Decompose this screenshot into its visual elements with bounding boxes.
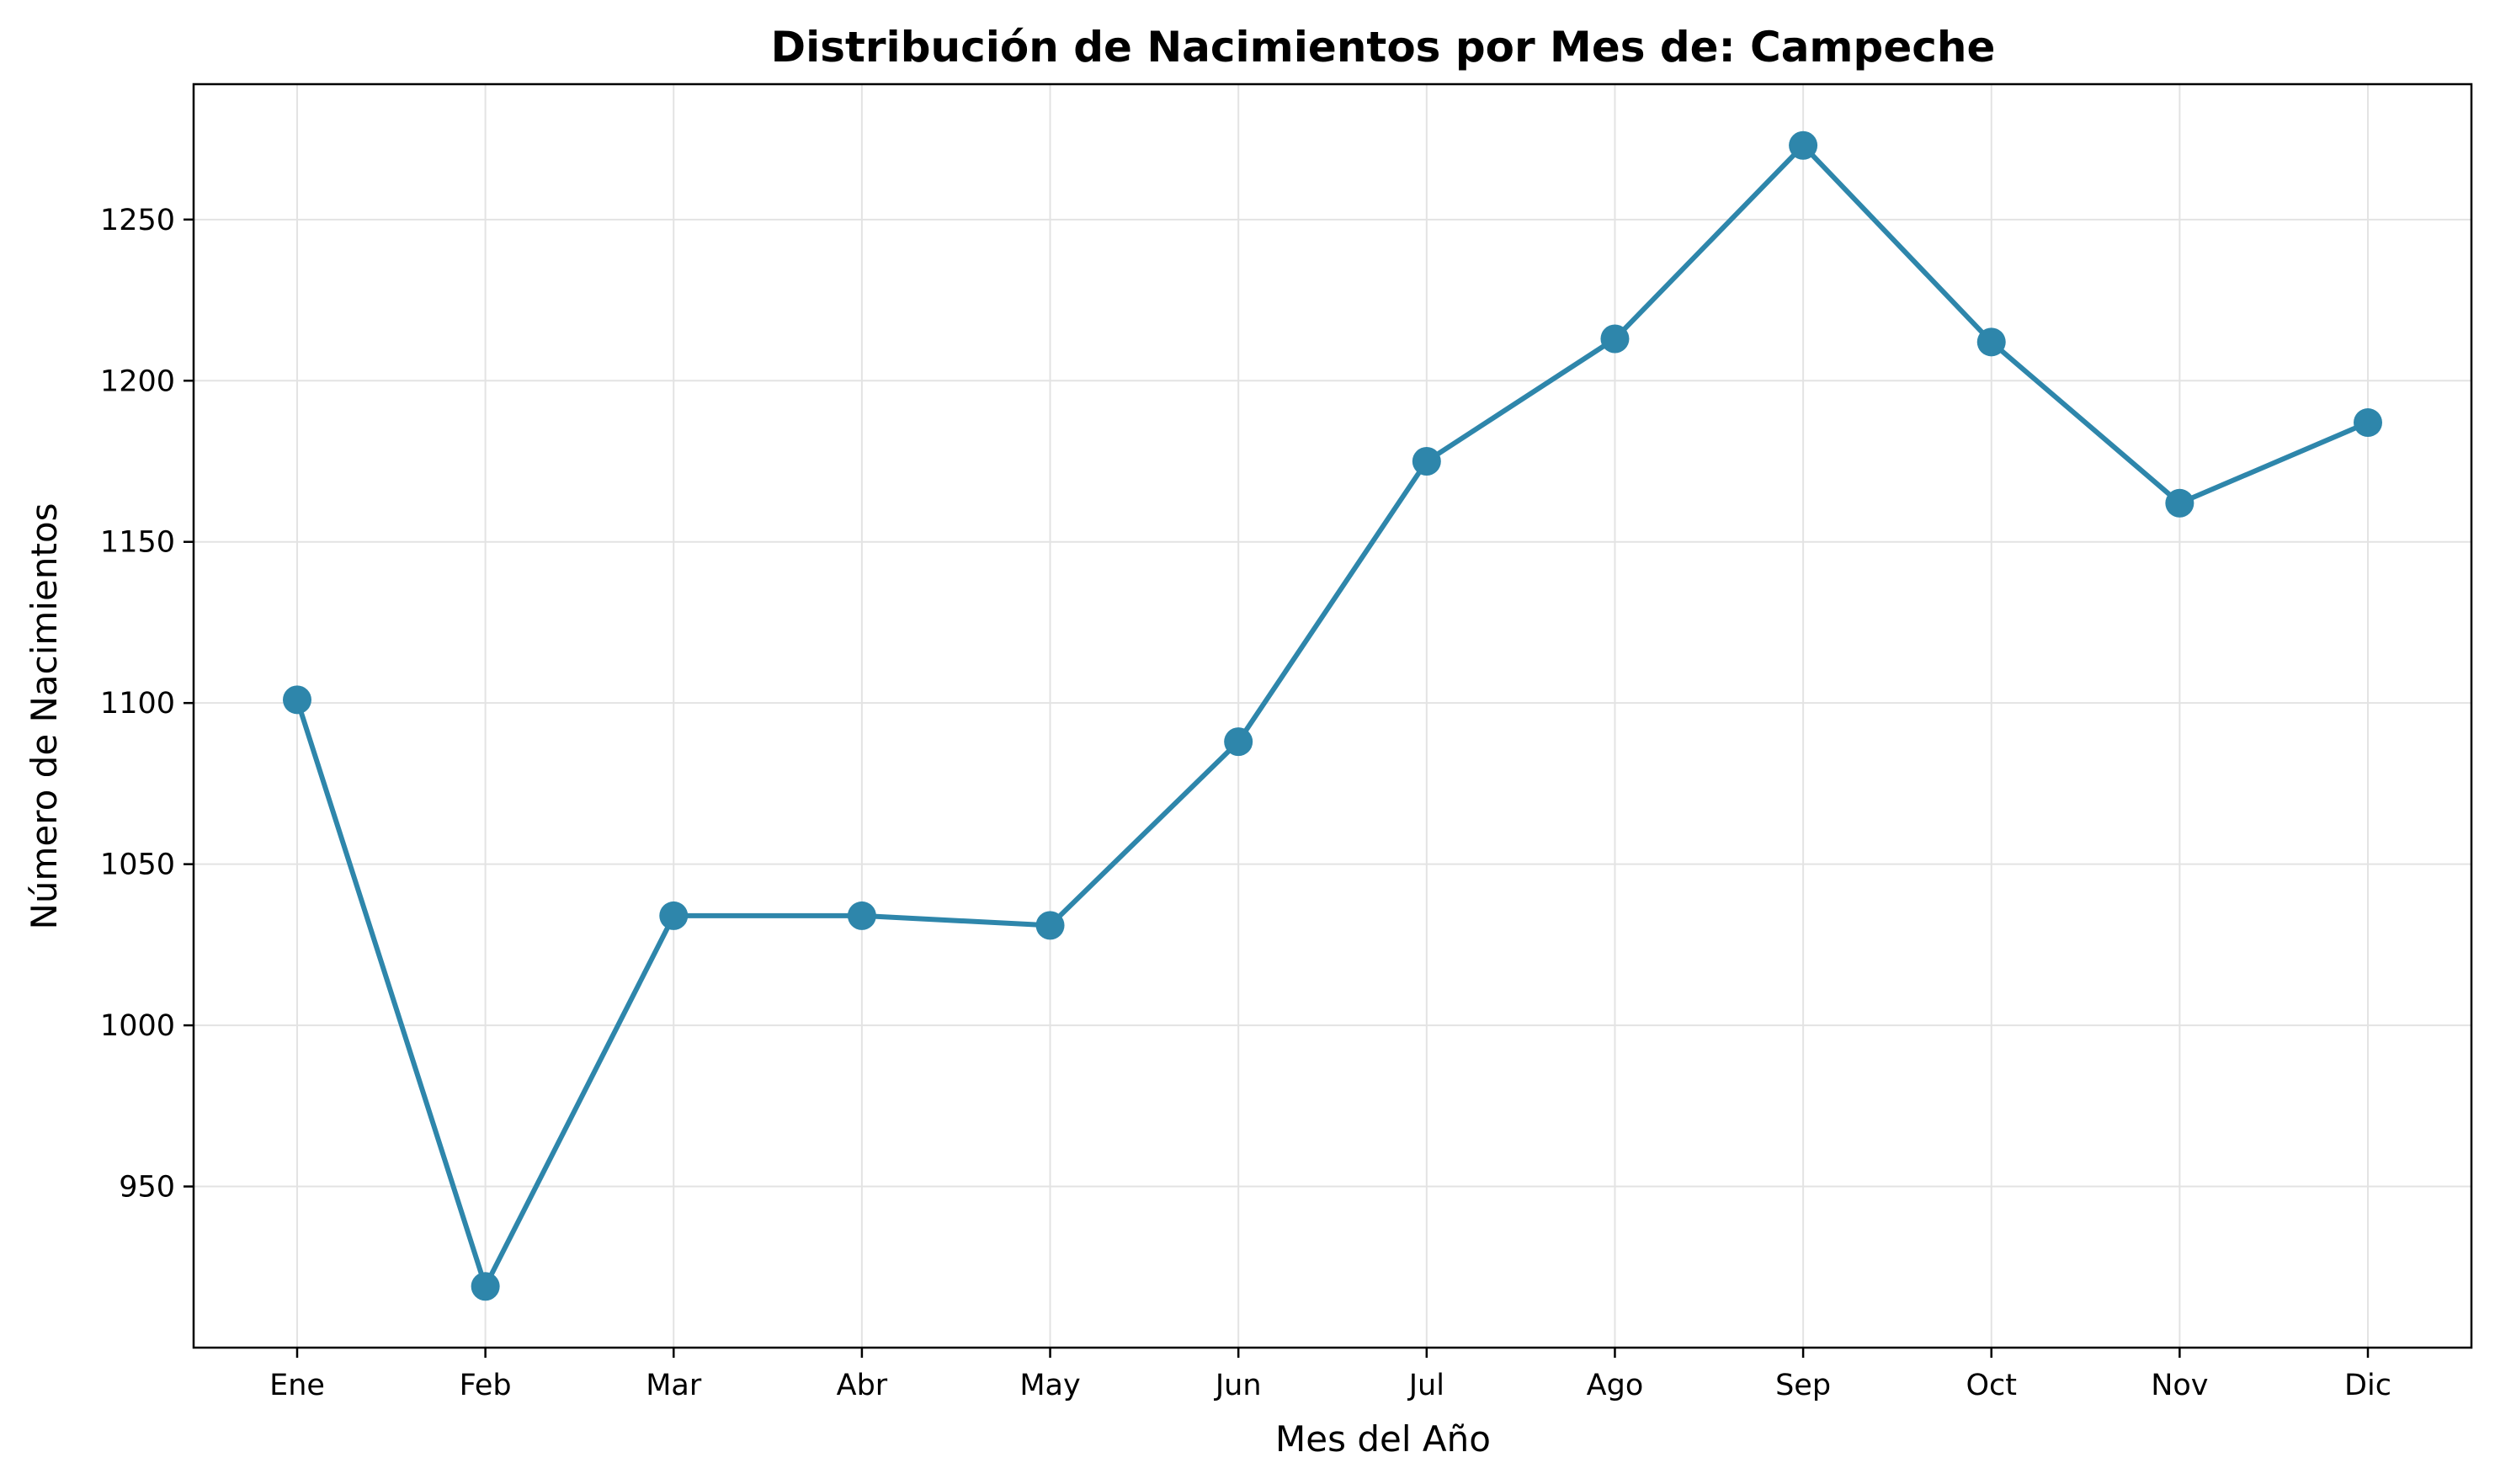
x-tick-label: Jun <box>1214 1369 1262 1402</box>
data-point-marker <box>471 1272 500 1301</box>
data-point-marker <box>1600 324 1630 354</box>
data-point-marker <box>1224 727 1253 757</box>
x-tick-label: Ago <box>1587 1369 1644 1402</box>
ticks-layer: Ene Feb Mar Abr May Jun Jul Ago Sep Oct Nov Dic 950 1… <box>100 204 2391 1402</box>
y-tick-label: 1100 <box>100 687 175 721</box>
data-point-marker <box>1976 327 2006 357</box>
series-layer <box>283 130 2382 1301</box>
y-tick-label: 1200 <box>100 364 175 398</box>
y-tick-label: 1000 <box>100 1009 175 1043</box>
x-tick-label: Abr <box>837 1369 888 1402</box>
data-point-marker <box>283 685 311 715</box>
series-line <box>295 142 2370 1290</box>
x-tick-label: Nov <box>2151 1369 2208 1402</box>
x-tick-label: Dic <box>2344 1369 2391 1402</box>
y-tick-label: 1250 <box>100 204 175 237</box>
plot-area-frame <box>192 82 2473 1349</box>
x-axis-label: Mes del Año <box>1275 1418 1491 1460</box>
y-axis-label: Número de Nacimientos <box>24 503 65 929</box>
y-tick-label: 1050 <box>100 848 175 882</box>
grid-lines <box>194 84 2471 1348</box>
x-tick-label: Jul <box>1407 1369 1444 1402</box>
data-point-marker <box>847 901 876 930</box>
chart-title: Distribución de Nacimientos por Mes de: … <box>771 23 1996 72</box>
y-tick-label: 1150 <box>100 526 175 560</box>
x-tick-label: Mar <box>646 1369 702 1402</box>
data-point-marker <box>1412 447 1441 476</box>
x-tick-label: Ene <box>269 1369 325 1402</box>
x-tick-label: Feb <box>460 1369 512 1402</box>
data-point-marker <box>1035 911 1065 940</box>
y-tick-label: 950 <box>119 1171 175 1205</box>
x-tick-label: Oct <box>1966 1369 2017 1402</box>
data-point-marker <box>659 901 689 930</box>
x-tick-label: May <box>1019 1369 1080 1402</box>
x-tick-label: Sep <box>1775 1369 1831 1402</box>
data-point-marker <box>2354 408 2382 438</box>
data-point-marker <box>2165 488 2194 518</box>
data-point-marker <box>1789 130 1818 160</box>
